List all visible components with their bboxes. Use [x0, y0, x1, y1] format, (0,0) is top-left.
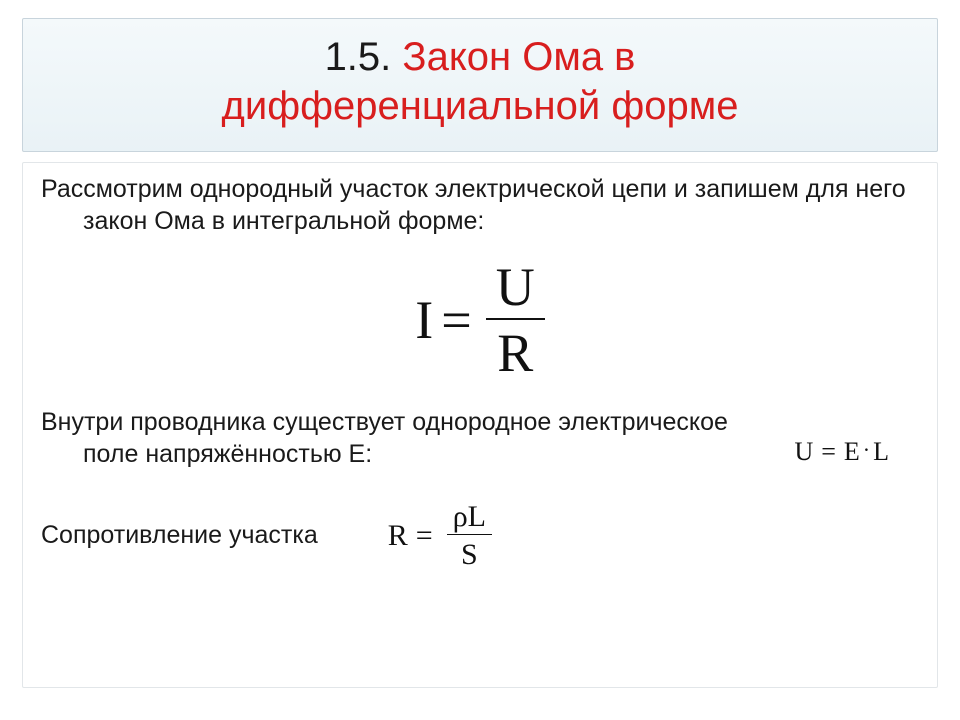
eq3-numerator: ρL: [447, 501, 492, 535]
eq1-numerator: U: [486, 260, 545, 318]
eq1-fraction: UR: [486, 260, 545, 380]
slide-title-line-1: 1.5. Закон Ома в: [43, 33, 917, 82]
eq3-fraction: ρLS: [447, 501, 492, 571]
eq1-denominator: R: [486, 318, 545, 380]
eq2-right-a: E: [844, 437, 860, 466]
row-field: Внутри проводника существует однородное …: [41, 406, 919, 471]
title-text-line-2: дифференциальной форме: [43, 82, 917, 131]
eq1-lhs: I: [415, 290, 433, 350]
eq2-dot: ·: [860, 437, 873, 462]
eq2-sign: =: [813, 437, 844, 466]
eq3-sign: =: [408, 519, 441, 552]
eq2-right-b: L: [873, 437, 889, 466]
equation-u-el: U=E·L: [794, 437, 919, 471]
slide-body-box: Рассмотрим однородный участок электричес…: [22, 162, 938, 688]
paragraph-3: Сопротивление участка: [41, 521, 318, 550]
slide: 1.5. Закон Ома в дифференциальной форме …: [0, 0, 960, 720]
title-text-line-1: Закон Ома в: [402, 35, 635, 79]
eq3-lhs: R: [388, 519, 408, 552]
row-resistance: Сопротивление участка R=ρLS: [41, 501, 919, 571]
paragraph-1: Рассмотрим однородный участок электричес…: [41, 173, 919, 238]
paragraph-2-text: Внутри проводника существует однородное …: [41, 406, 774, 471]
paragraph-2: Внутри проводника существует однородное …: [41, 406, 774, 471]
slide-title-box: 1.5. Закон Ома в дифференциальной форме: [22, 18, 938, 152]
equation-ohms-law: I=UR: [41, 260, 919, 380]
paragraph-2-col: Внутри проводника существует однородное …: [41, 406, 774, 471]
eq1-sign: =: [433, 290, 479, 350]
eq2-left: U: [794, 437, 813, 466]
title-section-number: 1.5.: [325, 35, 392, 79]
eq3-denominator: S: [447, 534, 492, 571]
paragraph-1-text: Рассмотрим однородный участок электричес…: [41, 173, 919, 238]
equation-resistance: R=ρLS: [388, 501, 492, 571]
